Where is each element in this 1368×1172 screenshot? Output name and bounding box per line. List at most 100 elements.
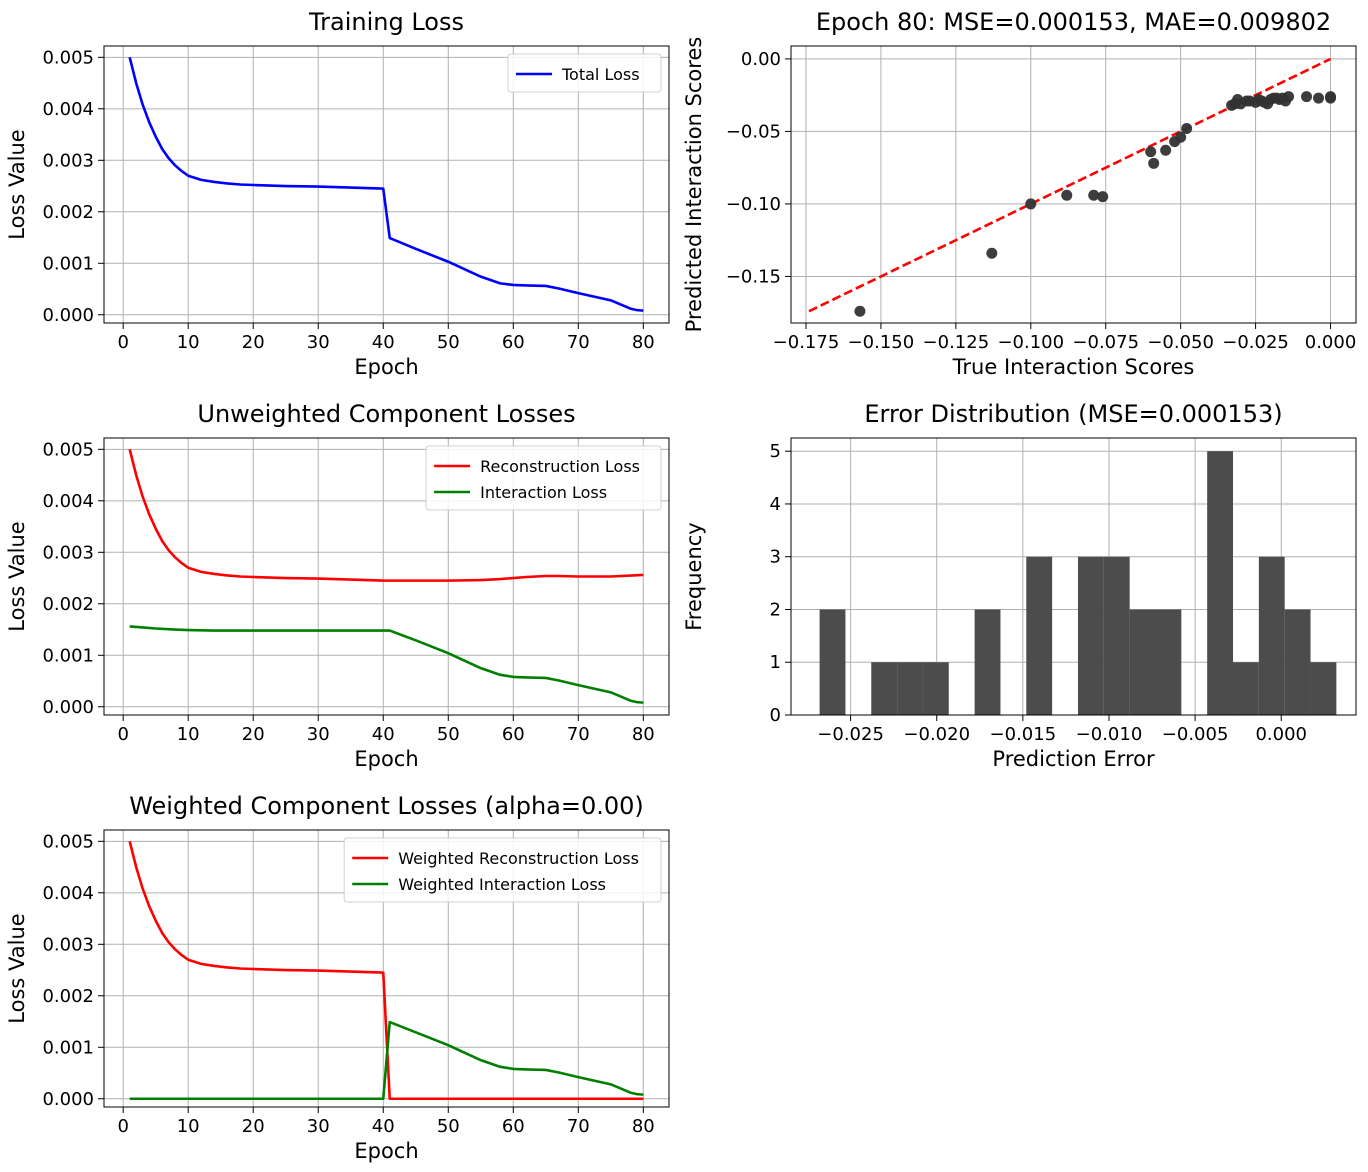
x-tick-label: 60: [502, 1116, 525, 1137]
x-tick-label: 70: [567, 1116, 590, 1137]
axes-frame: [103, 829, 670, 1108]
scatter-point: [1325, 92, 1337, 104]
legend-label: Weighted Reconstruction Loss: [398, 849, 639, 868]
scatter-point: [1097, 191, 1109, 203]
x-tick-label: 20: [242, 332, 265, 353]
x-tick-label: 20: [242, 724, 265, 745]
histogram-bar: [1258, 556, 1285, 715]
x-tick-label: 70: [567, 724, 590, 745]
x-tick-label: 40: [372, 724, 395, 745]
x-tick-label: −0.010: [1076, 724, 1143, 745]
y-tick-label: 0.000: [42, 305, 94, 326]
scatter-point: [1088, 189, 1100, 201]
legend: Reconstruction Loss Interaction Loss: [425, 445, 662, 511]
series-line-1: [128, 841, 644, 1101]
y-tick-label: 0.004: [42, 491, 94, 512]
histogram-bar: [897, 662, 923, 715]
x-tick-label: 80: [632, 724, 655, 745]
histogram-bar: [1233, 662, 1259, 715]
chart-title: Unweighted Component Losses: [197, 400, 575, 428]
legend: Weighted Reconstruction Loss Weighted Int…: [343, 837, 662, 903]
y-tick-label: 3: [770, 547, 781, 568]
chart-title: Epoch 80: MSE=0.000153, MAE=0.009802: [816, 8, 1331, 36]
x-axis-label: Epoch: [354, 747, 418, 771]
y-axis-label: Frequency: [682, 522, 706, 631]
x-tick-label: 0: [117, 332, 128, 353]
x-tick-label: 10: [177, 724, 200, 745]
x-tick-label: 30: [307, 724, 330, 745]
plot-marks: [128, 449, 644, 704]
x-tick-label: 50: [437, 1116, 460, 1137]
y-tick-label: 0.002: [42, 986, 94, 1007]
scatter-point: [1160, 144, 1172, 156]
y-tick-label: 0.003: [42, 150, 94, 171]
series-line-2: [129, 625, 644, 704]
chart-title: Weighted Component Losses (alpha=0.00): [129, 792, 644, 820]
x-axis-label: Prediction Error: [992, 747, 1155, 771]
y-tick-label: 0.000: [42, 1089, 94, 1110]
y-tick-label: 5: [770, 441, 781, 462]
x-tick-label: −0.050: [1147, 332, 1214, 353]
y-tick-label: 0.00: [741, 49, 781, 70]
x-tick-label: 0: [117, 724, 128, 745]
axes-frame: [790, 437, 1357, 716]
y-axis-label: Loss Value: [5, 521, 29, 631]
axes-frame: [790, 45, 1357, 324]
x-tick-label: −0.005: [1162, 724, 1229, 745]
x-tick-label: −0.175: [773, 332, 840, 353]
legend-box: [507, 53, 662, 93]
chart-panel-2: −0.175 −0.150 −0.125 −0.100 −0.075 −0.050 −0.0…: [682, 8, 1357, 379]
x-axis-label: True Interaction Scores: [952, 355, 1195, 379]
y-axis-label: Loss Value: [5, 129, 29, 239]
legend: Total Loss: [507, 53, 662, 93]
axes-frame: [103, 45, 670, 324]
x-tick-label: 40: [372, 332, 395, 353]
y-tick-label: 0.004: [42, 883, 94, 904]
legend-box: [343, 837, 662, 903]
axes-frame: [103, 437, 670, 716]
x-tick-label: −0.150: [848, 332, 915, 353]
histogram-bar: [1026, 556, 1053, 715]
plot-marks: [128, 841, 644, 1101]
scatter-point: [1181, 123, 1193, 135]
scatter-point: [1301, 91, 1313, 103]
legend-label: Reconstruction Loss: [480, 457, 640, 476]
legend-box: [425, 445, 662, 511]
histogram-bar: [1077, 556, 1104, 715]
y-tick-label: −0.15: [726, 266, 781, 287]
scatter-point: [1283, 91, 1295, 103]
scatter-point: [1145, 146, 1157, 158]
x-tick-label: −0.025: [817, 724, 884, 745]
plot-marks: [128, 57, 644, 312]
y-tick-label: 0.005: [42, 47, 94, 68]
x-tick-label: 80: [632, 332, 655, 353]
x-tick-label: 60: [502, 724, 525, 745]
y-tick-label: 0.001: [42, 645, 94, 666]
histogram-bar: [871, 662, 898, 715]
series-line-2: [129, 1020, 644, 1101]
histogram-bar: [1310, 662, 1337, 715]
y-tick-label: 4: [770, 494, 781, 515]
scatter-point: [1148, 157, 1160, 169]
x-tick-label: −0.075: [1072, 332, 1139, 353]
histogram-bar: [1207, 451, 1234, 715]
plot-marks: [819, 451, 1337, 715]
x-tick-label: −0.100: [997, 332, 1064, 353]
y-tick-label: 1: [770, 652, 781, 673]
histogram-bar: [1129, 609, 1156, 715]
scatter-point: [1175, 131, 1187, 143]
chart-panel-3: 0 10 20 30 40 50 60 70 80 0.000 0.001 0.002 0.003 0.0…: [5, 400, 670, 771]
y-tick-label: −0.05: [726, 121, 781, 142]
y-tick-label: 0.001: [42, 253, 94, 274]
scatter-point: [986, 247, 998, 259]
series-line-1: [128, 57, 644, 312]
scatter-point: [1025, 198, 1037, 210]
scatter-point: [1313, 92, 1325, 104]
x-tick-label: 80: [632, 1116, 655, 1137]
x-tick-label: 30: [307, 332, 330, 353]
histogram-bar: [819, 609, 846, 715]
y-tick-label: 0: [770, 705, 781, 726]
histogram-bar: [1284, 609, 1311, 715]
x-axis-label: Epoch: [354, 1139, 418, 1163]
